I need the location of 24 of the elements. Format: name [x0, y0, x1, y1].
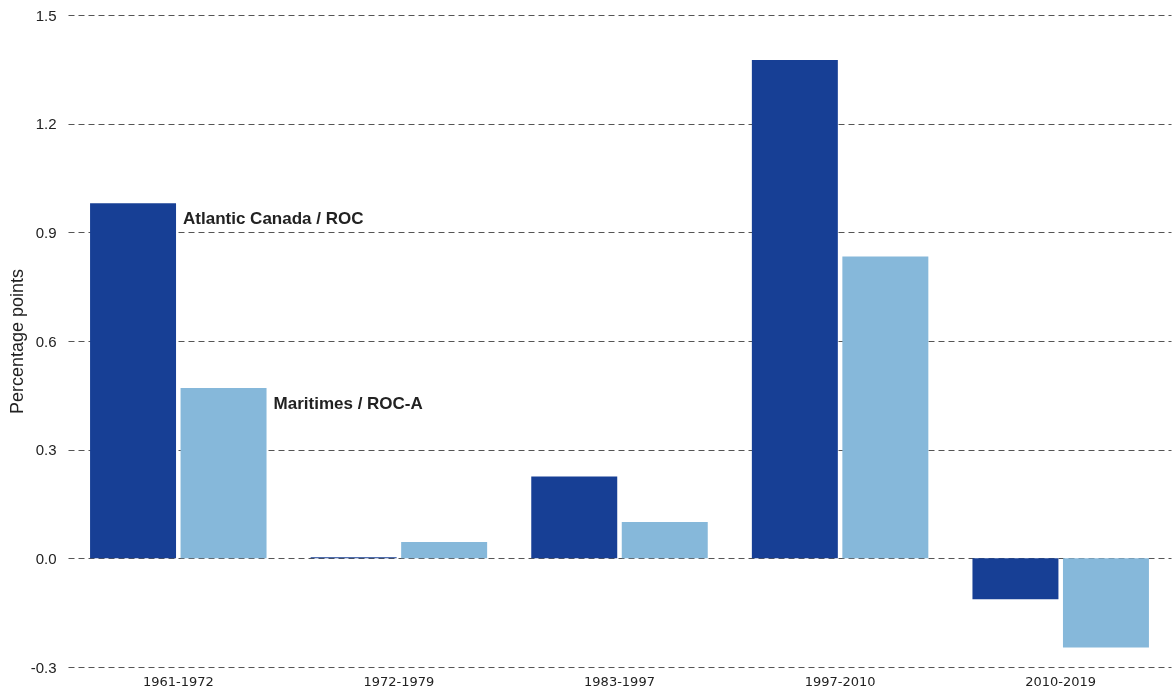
bar [751, 59, 838, 559]
series-label: Maritimes / ROC-A [273, 394, 423, 414]
y-tick-label: 0.6 [35, 332, 57, 350]
bar [401, 542, 488, 559]
x-tick-label: 1972-1979 [363, 673, 435, 689]
y-tick-label: 0.0 [35, 549, 57, 567]
x-tick-label: 1983-1997 [584, 673, 655, 689]
x-tick-label: 1961-1972 [142, 673, 214, 689]
y-tick-label: -0.3 [30, 658, 57, 676]
x-tick-label: 2010-2019 [1025, 673, 1097, 689]
bar [972, 558, 1059, 600]
bar [90, 203, 177, 559]
y-axis-title: Percentage points [6, 268, 27, 415]
y-tick-label: 0.3 [35, 441, 57, 459]
bar [621, 522, 708, 559]
bar [180, 388, 267, 559]
bar [842, 256, 929, 559]
series-label: Atlantic Canada / ROC [183, 209, 364, 229]
bar [531, 476, 618, 559]
y-tick-label: 1.5 [35, 6, 57, 24]
y-tick-label: 0.9 [35, 223, 57, 241]
x-tick-label: 1997-2010 [804, 673, 876, 689]
y-tick-label: 1.2 [35, 115, 57, 133]
bar [1062, 558, 1149, 648]
